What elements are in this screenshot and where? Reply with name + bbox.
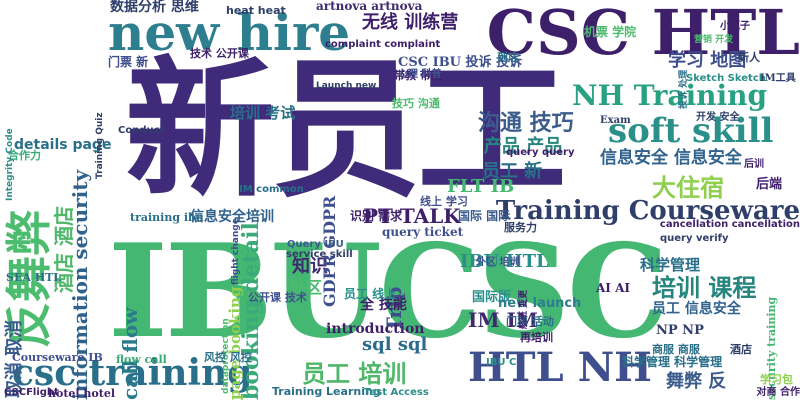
word: flow call [116, 353, 167, 366]
word: 数据分析 思维 [110, 0, 199, 15]
word: 技术 公开课 [190, 47, 249, 60]
word: 知识 [292, 256, 328, 277]
word: 门票 活动 [506, 315, 554, 328]
word: Courseware IB [12, 351, 103, 364]
word: 酒店 [730, 343, 752, 356]
word: 技巧 沟通 [392, 97, 440, 110]
word: sql sql [362, 334, 428, 355]
word: 线上 学习 [420, 195, 468, 208]
word: NH Training [572, 79, 768, 112]
word: query verify [660, 233, 729, 244]
word: Training Learning [272, 385, 381, 398]
word: Conduct [118, 125, 165, 136]
word: IBUCSC [108, 217, 669, 367]
word: 营销 开发 [694, 35, 734, 45]
word: NP NP [656, 323, 704, 338]
word: 无线 训练营 [362, 12, 459, 33]
word: 开发 安全 [696, 112, 740, 123]
word: 国际 国际 [458, 209, 511, 223]
word: 识别 需求 [350, 209, 403, 223]
word: 对商 合作 [756, 387, 800, 398]
word: 科学管理 [640, 256, 701, 274]
word: 科学管理 科学管理 [622, 355, 723, 369]
word: 培训 考试 [230, 104, 296, 122]
word: training ibu [130, 211, 204, 224]
word: csc training [12, 352, 253, 394]
word: 公开课 技术 [248, 291, 307, 304]
word: 再培训 [520, 331, 553, 344]
word: complaint complaint [325, 39, 441, 50]
word: SEA HTL [6, 271, 62, 284]
word: 带教 带教 [394, 69, 442, 82]
word: CSC IBU 投诉 投诉 [398, 55, 523, 70]
word: 培训 课程 [652, 273, 757, 302]
word: cancellation cancellation [659, 219, 800, 230]
word: Integrity Code [5, 128, 15, 201]
word: 学习包 [760, 373, 793, 386]
word: IBU HTL [460, 251, 549, 272]
word: 员工 线上 [344, 287, 397, 301]
word: 机票 学院 [584, 25, 637, 39]
word: Training Courseware [495, 196, 800, 226]
word: 后端 [756, 177, 783, 192]
word: CSC HTL [486, 0, 800, 69]
word: PT TALK [363, 204, 461, 228]
word: Test Access [364, 387, 429, 398]
word: soft skill [608, 111, 774, 151]
word: flight change [231, 218, 241, 285]
word: details page [14, 137, 112, 153]
word: query ticket [382, 225, 464, 239]
word: 服务力 [504, 221, 537, 234]
word: 全 技能 [360, 297, 407, 313]
word: 心理 科普 [398, 69, 442, 80]
word: CSCFlight [4, 387, 59, 398]
word: 后训 [744, 159, 764, 170]
word: 到店 [497, 51, 519, 64]
word: 商服 商服 [652, 343, 700, 356]
word: 信息安全 信息安全 [600, 148, 742, 168]
word: 产品 产品 [484, 136, 563, 157]
word: Exam [600, 115, 631, 126]
word: IBU C [486, 357, 517, 368]
word: AI AI [596, 281, 631, 295]
word: hotel hotel [48, 387, 116, 400]
word: new launch [498, 296, 582, 311]
word: 信息安全培训 [190, 209, 274, 225]
word: 投诉 处理 [679, 69, 689, 109]
word: service skill [286, 249, 353, 260]
word: Query IBU [287, 239, 344, 250]
word: 航班 变更 [519, 289, 529, 329]
word: 风控 风控 [204, 351, 252, 364]
word: artnova artnova [316, 0, 423, 13]
word: 学习 地图 [668, 50, 747, 71]
word: IM common [239, 184, 304, 195]
word: 沟通 技巧 [478, 110, 574, 136]
word: 新人 [738, 51, 760, 64]
word: Training Quiz [95, 112, 105, 179]
word: IM IM [468, 308, 538, 332]
word: query query [506, 147, 575, 158]
word: 大住宿 [652, 173, 724, 202]
word: 员工 信息安全 [652, 301, 741, 317]
word: 门票 新 [108, 55, 149, 69]
word: 国际版 [472, 290, 512, 305]
word: IM工具 [760, 73, 796, 84]
word: introduction [326, 321, 425, 337]
word: Launch new [316, 81, 377, 91]
word: HTL NH [468, 344, 652, 391]
word: 新员工 [125, 42, 567, 218]
word: 外区 [290, 278, 323, 297]
word: 员工 新 [482, 161, 543, 182]
word: 员工 培训 [302, 359, 407, 388]
word: 小瓶子 [720, 21, 750, 32]
word: heat heat [226, 4, 286, 17]
word: new hire [108, 3, 351, 62]
word: 外区 培训 [476, 257, 520, 268]
word: Sketch Sketch [686, 73, 766, 84]
word: 合作力 [8, 149, 41, 162]
word: FLT IB [447, 176, 515, 197]
word: 舞弊 反 [666, 371, 727, 392]
